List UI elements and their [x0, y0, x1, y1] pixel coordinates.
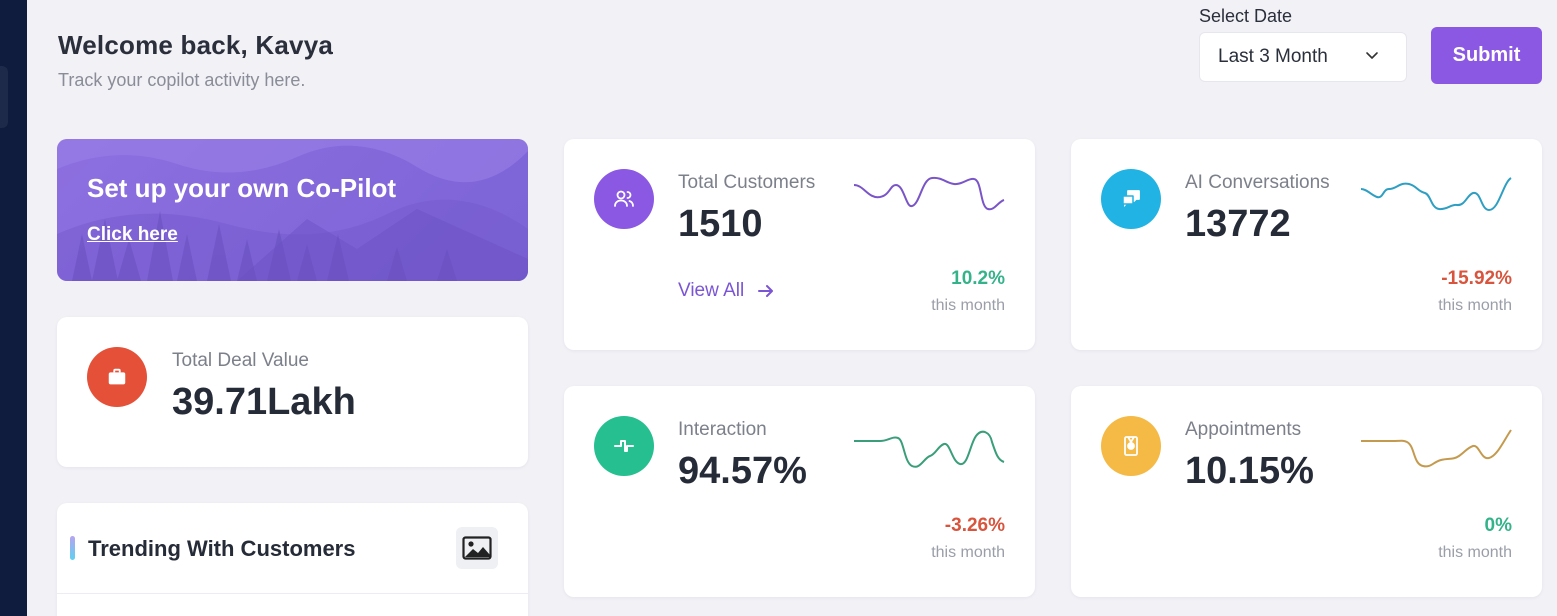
stat-change: 10.2% [951, 268, 1005, 289]
briefcase-icon [87, 347, 147, 407]
total-customers-card: Total Customers 1510 View All 10.2% this… [564, 139, 1035, 350]
arrow-right-icon [758, 285, 774, 297]
total-deal-value-card: Total Deal Value 39.71Lakh [57, 317, 528, 467]
stat-period: this month [931, 544, 1005, 561]
sidebar [0, 0, 27, 616]
sparkline-chart [1360, 177, 1512, 212]
ai-conversations-card: AI Conversations 13772 -15.92% this mont… [1071, 139, 1542, 350]
image-icon[interactable] [456, 527, 498, 569]
date-filter-select[interactable]: Last 3 Month [1199, 32, 1407, 82]
stat-period: this month [1438, 544, 1512, 561]
sparkline-chart [1360, 429, 1512, 468]
submit-button[interactable]: Submit [1431, 27, 1542, 84]
title-accent-bar [70, 536, 75, 560]
stat-change: 0% [1484, 515, 1512, 536]
trending-card: Trending With Customers [57, 503, 528, 616]
users-icon [594, 169, 654, 229]
sidebar-toggle[interactable] [0, 66, 8, 128]
stat-label: Appointments [1185, 419, 1302, 440]
award-icon [1101, 416, 1161, 476]
chat-icon [1101, 169, 1161, 229]
stat-label: AI Conversations [1185, 172, 1330, 193]
stat-value: 10.15% [1185, 450, 1314, 492]
stat-change: -15.92% [1441, 268, 1512, 289]
divider [57, 593, 528, 594]
stat-change: -3.26% [944, 515, 1005, 536]
copilot-banner: Set up your own Co-Pilot Click here [57, 139, 528, 281]
date-filter-value: Last 3 Month [1218, 46, 1328, 67]
stat-period: this month [1438, 297, 1512, 314]
page-subtitle: Track your copilot activity here. [58, 70, 306, 90]
page-title: Welcome back, Kavya [58, 30, 334, 60]
appointments-card: Appointments 10.15% 0% this month [1071, 386, 1542, 597]
deal-value: 39.71Lakh [172, 381, 356, 423]
sparkline-chart [853, 176, 1005, 211]
stat-period: this month [931, 297, 1005, 314]
stat-value: 13772 [1185, 203, 1291, 245]
interaction-card: Interaction 94.57% -3.26% this month [564, 386, 1035, 597]
stat-label: Interaction [678, 419, 767, 440]
sparkline-chart [853, 430, 1005, 468]
mountain-illustration [57, 139, 528, 281]
stat-value: 1510 [678, 203, 763, 245]
view-all-link[interactable]: View All [678, 280, 774, 302]
stat-label: Total Customers [678, 172, 816, 193]
date-filter-label: Select Date [1199, 6, 1293, 26]
pulse-icon [594, 416, 654, 476]
deal-label: Total Deal Value [172, 350, 309, 371]
chevron-down-icon [1366, 52, 1378, 59]
banner-click-here-link[interactable]: Click here [87, 224, 178, 245]
banner-title: Set up your own Co-Pilot [87, 173, 397, 203]
stat-value: 94.57% [678, 450, 807, 492]
trending-title: Trending With Customers [88, 536, 356, 561]
view-all-label: View All [678, 280, 745, 301]
